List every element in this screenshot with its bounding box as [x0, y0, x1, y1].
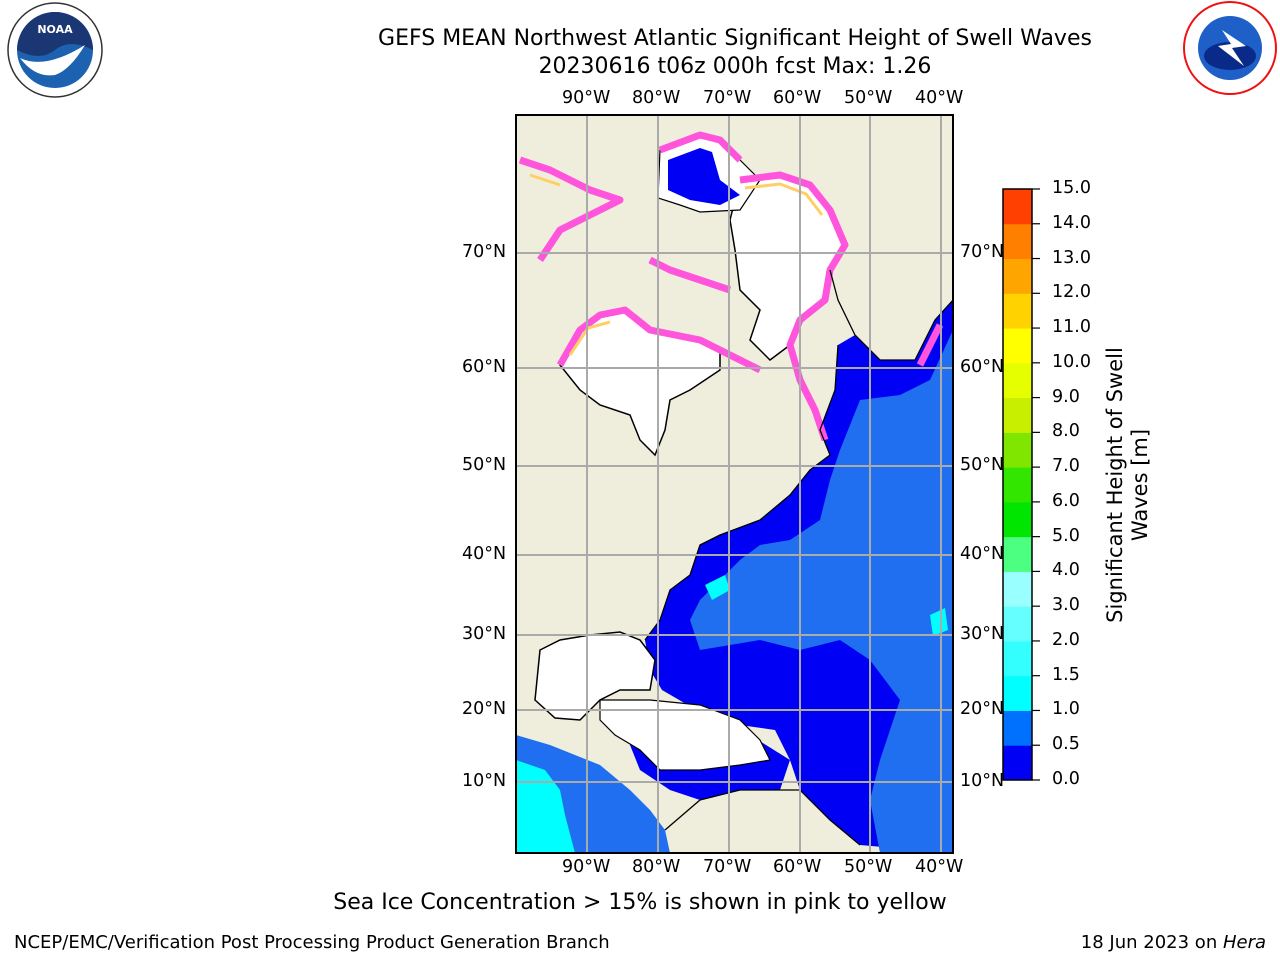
colorbar-tick-label: 12.0 — [1052, 282, 1091, 303]
lon-label-bottom: 60°W — [773, 857, 822, 877]
coastline-greenland — [829, 269, 953, 361]
colorbar-tick-label: 0.5 — [1052, 734, 1080, 755]
noaa-logo: NOAA — [7, 2, 103, 98]
colorbar-tick-label: 5.0 — [1052, 525, 1080, 546]
colorbar-segment — [1003, 432, 1032, 468]
lat-label-right: 50°N — [960, 455, 1005, 475]
nws-logo — [1183, 1, 1277, 95]
caribbean-blank — [599, 699, 771, 771]
lon-label-bottom: 90°W — [562, 857, 611, 877]
colorbar-tick-label: 6.0 — [1052, 490, 1080, 511]
lat-label-left: 60°N — [462, 357, 507, 377]
colorbar-segment — [1003, 258, 1032, 294]
swell-patch — [930, 608, 948, 636]
chart-title: GEFS MEAN Northwest Atlantic Significant… — [378, 26, 1092, 51]
pacific-cyan — [516, 760, 575, 853]
colorbar-tick-label: 10.0 — [1052, 351, 1091, 372]
coastline-labrador — [644, 344, 839, 641]
colorbar-tick-label: 14.0 — [1052, 212, 1091, 233]
lon-label-top: 80°W — [632, 88, 681, 108]
colorbar-tick-label: 4.0 — [1052, 560, 1080, 581]
colorbar-segment — [1003, 571, 1032, 607]
colorbar-segment — [1003, 745, 1032, 781]
colorbar-segment — [1003, 467, 1032, 503]
colorbar-segment — [1003, 606, 1032, 642]
sea-ice-note: Sea Ice Concentration > 15% is shown in … — [333, 890, 947, 915]
svg-text:NOAA: NOAA — [37, 23, 73, 36]
colorbar-tick-label: 8.0 — [1052, 421, 1080, 442]
colorbar-segment — [1003, 328, 1032, 364]
colorbar-segment — [1003, 501, 1032, 538]
chart-subtitle: 20230616 t06z 000h fcst Max: 1.26 — [538, 54, 932, 79]
arctic-blue — [668, 148, 740, 205]
footer-host: Hera — [1222, 932, 1266, 953]
colorbar-segment — [1003, 397, 1032, 433]
swell-patch — [705, 575, 730, 600]
ocean-mid — [690, 330, 953, 853]
lon-label-top: 90°W — [562, 88, 611, 108]
colorbar-tick-label: 13.0 — [1052, 247, 1091, 268]
lon-label-top: 70°W — [703, 88, 752, 108]
colorbar-tick-label: 2.0 — [1052, 629, 1080, 650]
colorbar-tick-label: 15.0 — [1052, 178, 1091, 198]
colorbar-tick-label: 3.0 — [1052, 595, 1080, 616]
colorbar-segment — [1003, 189, 1032, 225]
lon-label-top: 40°W — [915, 88, 964, 108]
footer-date: 18 Jun 2023 on Hera — [1081, 932, 1266, 953]
colorbar-segment — [1003, 223, 1032, 260]
map-frame — [515, 114, 954, 854]
lon-label-bottom: 70°W — [703, 857, 752, 877]
colorbar-tick-label: 1.0 — [1052, 699, 1080, 720]
colorbar-tick-label: 7.0 — [1052, 456, 1080, 477]
lon-label-bottom: 50°W — [844, 857, 893, 877]
lat-label-right: 60°N — [960, 357, 1005, 377]
graticule — [516, 115, 953, 853]
lat-label-left: 40°N — [462, 544, 507, 564]
footer-date-text: 18 Jun 2023 on — [1080, 932, 1223, 953]
lat-label-right: 70°N — [960, 242, 1005, 262]
colorbar-tick-label: 9.0 — [1052, 386, 1080, 407]
colorbar-tick-label: 0.0 — [1052, 769, 1080, 789]
colorbar-frame — [1002, 188, 1033, 781]
lon-label-bottom: 40°W — [915, 857, 964, 877]
colorbar — [1003, 188, 1040, 781]
colorbar-segment — [1003, 710, 1032, 746]
lat-label-right: 20°N — [960, 699, 1005, 719]
lat-label-left: 20°N — [462, 699, 507, 719]
lon-label-bottom: 80°W — [632, 857, 681, 877]
lat-label-left: 70°N — [462, 242, 507, 262]
colorbar-segment — [1003, 536, 1032, 572]
colorbar-label: Significant Height of Swell Waves [m] — [1103, 347, 1152, 623]
lat-label-left: 10°N — [462, 771, 507, 791]
lat-label-right: 40°N — [960, 544, 1005, 564]
colorbar-segment — [1003, 293, 1032, 329]
colorbar-tick-label: 11.0 — [1052, 317, 1091, 338]
footer-credit: NCEP/EMC/Verification Post Processing Pr… — [14, 932, 610, 953]
lat-label-left: 30°N — [462, 624, 507, 644]
colorbar-tick-label: 1.5 — [1052, 664, 1080, 685]
lat-label-right: 10°N — [960, 771, 1005, 791]
colorbar-segment — [1003, 362, 1032, 399]
lon-label-top: 60°W — [773, 88, 822, 108]
coastline-southamerica — [664, 789, 861, 846]
lat-label-right: 30°N — [960, 624, 1005, 644]
colorbar-segment — [1003, 675, 1032, 711]
colorbar-segment — [1003, 640, 1032, 677]
lat-label-left: 50°N — [462, 455, 507, 475]
lon-label-top: 50°W — [844, 88, 893, 108]
